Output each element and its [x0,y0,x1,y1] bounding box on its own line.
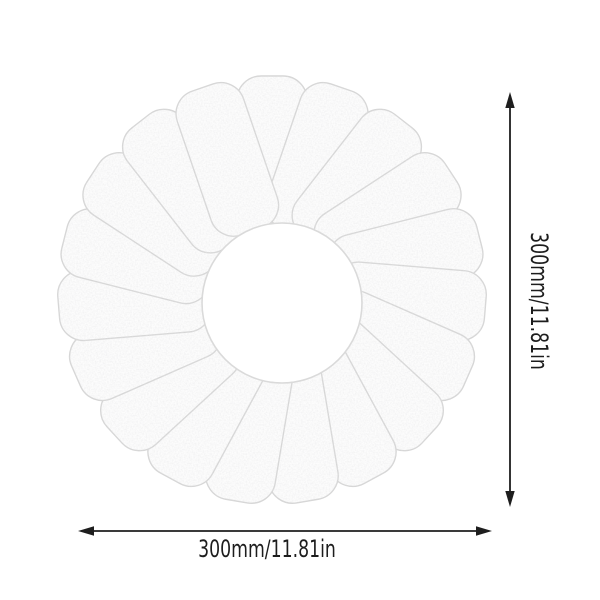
arrowhead-up-icon [505,92,515,108]
arrowhead-down-icon [505,491,515,507]
vertical-dimension-label: 300mm/11.81in [525,232,553,370]
arrowhead-left-icon [78,526,94,536]
product-image [52,70,492,510]
arrowhead-right-icon [476,526,492,536]
center-hole [201,222,363,384]
horizontal-dimension-arrow [78,526,492,536]
horizontal-dimension-label: 300mm/11.81in [198,535,336,563]
vertical-dimension-arrow [505,92,515,507]
